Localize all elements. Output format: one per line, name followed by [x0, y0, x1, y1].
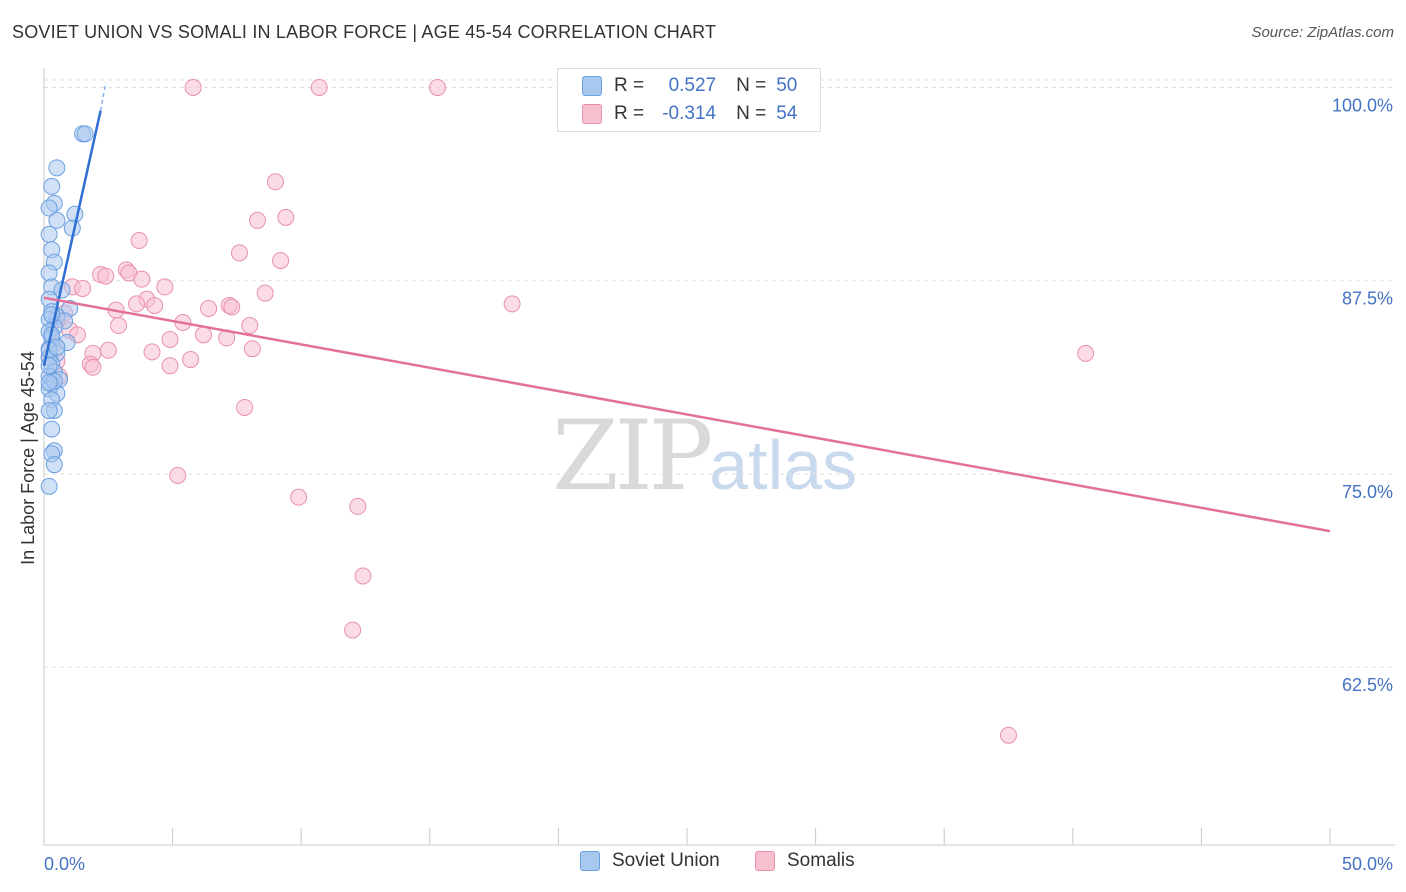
somalis-point	[1000, 726, 1017, 744]
somalis-point	[248, 211, 266, 229]
soviet-union-point	[40, 264, 58, 282]
y-tick-label: 87.5%	[1342, 289, 1393, 309]
legend-r-value: 0.527	[668, 75, 717, 96]
somalis-point	[266, 173, 284, 191]
soviet-union-point	[48, 338, 66, 356]
somalis-point	[128, 295, 146, 313]
series-swatch-somalis	[755, 851, 775, 871]
soviet-union-point	[76, 125, 94, 143]
somalis-point	[429, 78, 447, 96]
somalis-point	[241, 317, 259, 335]
somalis-point	[133, 270, 151, 288]
somalis-point	[344, 621, 362, 639]
soviet-union-point	[45, 456, 63, 474]
y-tick-label: 100.0%	[1332, 95, 1393, 115]
y-tick-label: 62.5%	[1342, 675, 1393, 695]
watermark: ZIPatlas	[552, 400, 857, 512]
somalis-point	[130, 232, 148, 250]
somalis-point	[230, 244, 248, 262]
somalis-point	[146, 296, 164, 314]
somalis-point	[503, 295, 521, 313]
somalis-point	[290, 488, 308, 506]
grid-lines	[44, 79, 1395, 668]
legend-n-value: 54	[776, 103, 798, 124]
series-swatch-soviet-union	[580, 851, 600, 871]
x-tick-label: 50.0%	[1342, 854, 1393, 874]
y-axis-label: In Labor Force | Age 45-54	[18, 351, 38, 565]
somalis-point	[1077, 344, 1095, 362]
somalis-point	[143, 343, 161, 361]
x-tick-label: 0.0%	[44, 854, 85, 874]
legend-row-soviet-union: R = 0.527 N = 50	[582, 74, 797, 98]
somalis-point	[200, 300, 218, 318]
soviet-union-trend-line	[42, 110, 102, 367]
somalis-point	[277, 208, 295, 226]
legend-n-value: 50	[776, 75, 798, 96]
legend-swatch-somalis	[582, 104, 602, 124]
somalis-point	[182, 351, 200, 369]
series-label-somalis: Somalis	[787, 850, 855, 871]
somalis-point	[84, 358, 102, 376]
somalis-point	[194, 326, 212, 344]
series-legend: Soviet Union Somalis	[0, 850, 1406, 880]
somalis-point	[110, 317, 128, 335]
series-legend-somalis[interactable]: Somalis	[755, 850, 855, 872]
somalis-point	[74, 279, 92, 297]
somalis-point	[349, 497, 367, 515]
soviet-union-point	[43, 177, 61, 195]
legend-r-label: R =	[614, 75, 645, 96]
soviet-union-point	[66, 205, 84, 223]
soviet-union-point	[40, 374, 58, 392]
soviet-union-point	[40, 477, 58, 495]
legend-n-label: N =	[736, 103, 767, 124]
soviet-union-point	[40, 225, 58, 243]
tick-labels: 62.5% 75.0% 87.5% 100.0% 0.0% 50.0%	[44, 95, 1393, 874]
somalis-point	[97, 267, 115, 285]
somalis-point	[272, 252, 290, 270]
somalis-point	[354, 567, 372, 585]
axes	[43, 68, 1395, 846]
legend-r-value: -0.314	[662, 103, 717, 124]
somalis-point	[99, 341, 117, 359]
somalis-point	[169, 467, 187, 485]
somalis-point	[161, 330, 179, 348]
legend-swatch-soviet-union	[582, 76, 602, 96]
somalis-point	[156, 278, 174, 296]
source-credit: Source: ZipAtlas.com	[1251, 24, 1394, 41]
correlation-legend: R = 0.527 N = 50 R = -0.314 N = 54	[557, 68, 821, 132]
soviet-union-point	[40, 357, 58, 375]
soviet-union-point	[48, 211, 66, 229]
soviet-union-point	[43, 420, 61, 438]
watermark-zip: ZIP	[552, 400, 713, 512]
chart-title: SOVIET UNION VS SOMALI IN LABOR FORCE | …	[12, 22, 717, 42]
legend-row-somalis: R = -0.314 N = 54	[582, 102, 797, 126]
trend-lines	[42, 82, 1331, 533]
somalis-point	[223, 298, 241, 316]
legend-n-label: N =	[736, 75, 767, 96]
watermark-atlas: atlas	[709, 426, 858, 504]
y-tick-label: 75.0%	[1342, 482, 1393, 502]
somalis-point	[310, 78, 328, 96]
soviet-union-point	[40, 402, 58, 420]
soviet-union-point	[48, 159, 66, 177]
series-legend-soviet-union[interactable]: Soviet Union	[580, 850, 720, 872]
somalis-point	[161, 357, 179, 375]
somalis-trend-line	[43, 296, 1331, 533]
legend-r-label: R =	[614, 103, 645, 124]
somalis-point	[184, 78, 202, 96]
somalis-points	[40, 78, 1095, 744]
somalis-point	[243, 340, 261, 358]
series-label-soviet-union: Soviet Union	[612, 850, 720, 871]
somalis-point	[236, 398, 254, 416]
somalis-point	[256, 284, 274, 302]
soviet-union-point	[40, 199, 58, 217]
soviet-union-trend-extension	[99, 82, 107, 111]
